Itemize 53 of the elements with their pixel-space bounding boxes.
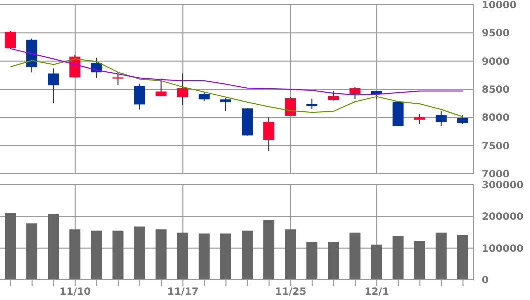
y-tick-label: 9500 [482, 28, 510, 40]
y-tick-label: 7500 [482, 141, 510, 152]
bar [26, 224, 38, 280]
x-tick-label: 11/17 [167, 287, 199, 298]
bar [220, 234, 232, 280]
candlestick [414, 114, 426, 125]
bar [242, 230, 253, 280]
y-tick-label: 8500 [482, 85, 510, 96]
bar [5, 214, 16, 280]
bar [350, 232, 361, 280]
candlestick [220, 97, 232, 112]
bar [285, 230, 296, 280]
bar [392, 236, 404, 280]
candlestick [198, 92, 210, 102]
bar [436, 232, 447, 280]
y-tick-label: 100000 [482, 244, 524, 255]
bar [414, 241, 426, 280]
y-tick-label: 0 [482, 276, 489, 287]
bar [48, 214, 60, 280]
bar [112, 230, 124, 280]
bar [264, 220, 275, 280]
candlestick [436, 110, 447, 127]
bar [91, 230, 102, 280]
y-tick-label: 9000 [482, 56, 510, 68]
candlestick [264, 117, 275, 152]
x-tick-label: 11/25 [275, 287, 307, 298]
y-tick-label: 7000 [482, 170, 510, 181]
line-series [10, 48, 464, 96]
bar [70, 230, 81, 280]
candlestick [306, 98, 318, 110]
bar [134, 226, 146, 280]
bar [306, 242, 318, 280]
y-tick-label: 8000 [482, 113, 510, 124]
candlestick [350, 86, 361, 100]
bar [457, 235, 468, 280]
candlestick [457, 114, 468, 125]
candlestick [48, 68, 60, 104]
x-tick-label: 12/1 [364, 287, 390, 298]
candlestick [156, 78, 167, 97]
y-tick-label: 200000 [482, 212, 524, 224]
bar [156, 230, 167, 280]
candlestick [5, 30, 16, 50]
y-tick-label: 300000 [482, 180, 524, 192]
x-tick-label: 11/10 [60, 287, 92, 298]
candlestick [112, 72, 124, 86]
candlestick [177, 73, 188, 106]
bar [371, 244, 382, 280]
bar [328, 242, 340, 280]
candlestick [134, 83, 146, 110]
bar [198, 234, 210, 280]
y-tick-label: 10000 [482, 0, 517, 12]
candlestick [285, 96, 296, 118]
bar [177, 232, 188, 280]
